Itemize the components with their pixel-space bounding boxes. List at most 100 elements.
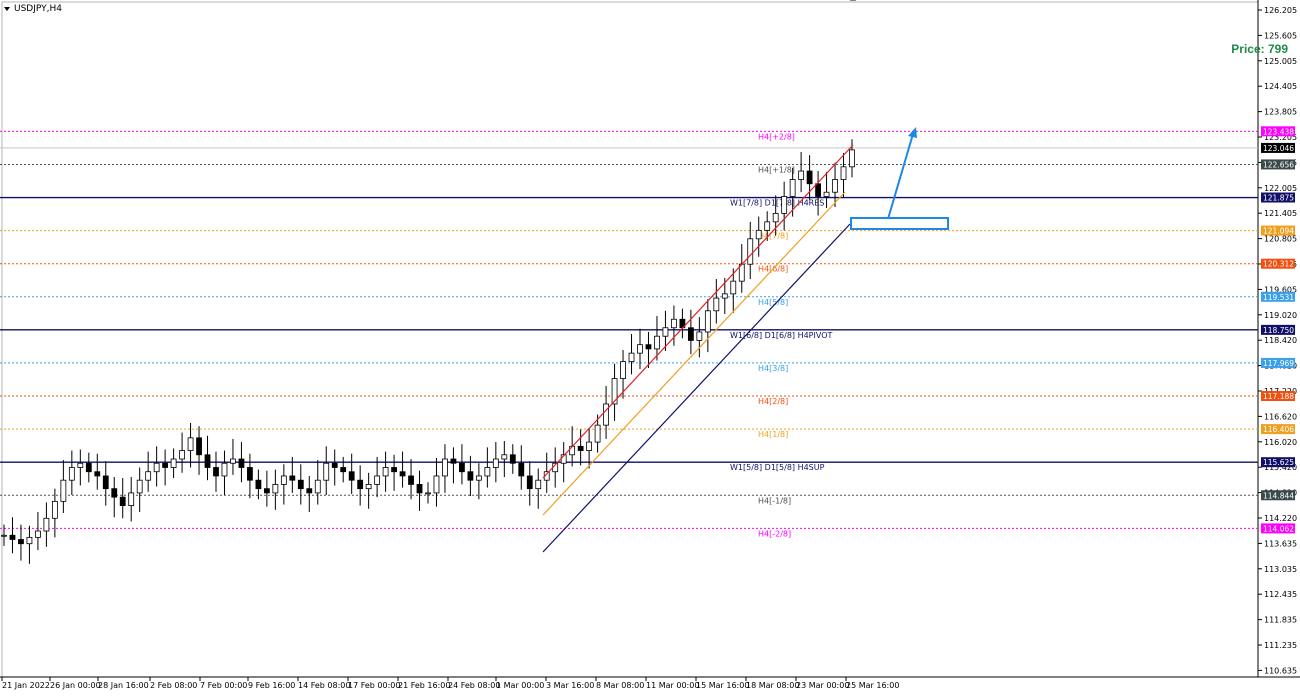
candle-body <box>713 297 720 312</box>
candle-body <box>637 344 643 354</box>
y-tick-label: 116.020 <box>1264 438 1297 447</box>
level-label: H4[-2/8] <box>758 529 791 538</box>
price-tag-bg <box>1261 142 1295 153</box>
candle-body <box>187 437 194 451</box>
candle-body <box>323 462 330 481</box>
candle-body <box>382 467 389 477</box>
candle-body <box>94 471 101 477</box>
price-tag-text: 118.750 <box>1263 326 1294 335</box>
y-tick-label: 112.435 <box>1264 590 1297 599</box>
candle-body <box>416 484 423 494</box>
candle-body <box>433 475 440 494</box>
x-tick-label: 11 Mar 00:00 <box>646 681 699 690</box>
candle-body <box>467 471 474 481</box>
candle-body <box>153 462 160 473</box>
level-label: H4[2/8] <box>758 397 788 406</box>
x-tick-label: 7 Feb 00:00 <box>200 681 247 690</box>
candle-body <box>781 196 788 214</box>
y-tick-label: 125.005 <box>1264 57 1297 66</box>
y-tick-label: 125.605 <box>1264 31 1297 40</box>
price-tag-bg <box>1261 391 1295 402</box>
y-tick-label: 121.405 <box>1264 209 1297 218</box>
candle-body <box>272 484 279 494</box>
candle-body <box>645 344 652 350</box>
candle-body <box>35 530 41 538</box>
candle-body <box>162 462 169 468</box>
x-tick-label: 14 Feb 08:00 <box>298 681 350 690</box>
price-tag-text: 122.656 <box>1263 160 1294 169</box>
candle-body <box>196 437 202 456</box>
x-tick-label: 26 Jan 00:00 <box>50 681 101 690</box>
price-tag-text: 114.062 <box>1263 524 1294 533</box>
y-tick-label: 122.005 <box>1264 184 1297 193</box>
candle-body <box>314 479 321 494</box>
candle-body <box>475 475 482 481</box>
candle-body <box>704 310 711 333</box>
x-tick-label: 28 Jan 16:00 <box>98 681 149 690</box>
x-tick-label: 9 Feb 16:00 <box>248 681 295 690</box>
y-tick-label: 124.405 <box>1264 82 1297 91</box>
channel-bottom-line[interactable] <box>542 223 851 553</box>
level-label: H4[7/8] <box>758 232 788 241</box>
level-label: H4[5/8] <box>758 298 788 307</box>
arrow-head-icon[interactable] <box>908 127 917 138</box>
candle-body <box>297 479 304 490</box>
price-tag-bg <box>1261 126 1295 137</box>
candle-body <box>611 378 618 405</box>
y-tick-label: 119.020 <box>1264 311 1297 320</box>
candle-body <box>662 327 669 337</box>
candle-body <box>306 488 313 494</box>
x-tick-label: 1 Mar 00:00 <box>496 681 544 690</box>
candle-body <box>43 517 50 532</box>
target-box[interactable] <box>850 217 949 230</box>
candle-body <box>60 479 67 502</box>
y-tick-label: 111.835 <box>1264 616 1297 625</box>
candle-body <box>577 445 584 451</box>
candle-body <box>348 471 355 481</box>
price-tag-text: 114.844 <box>1263 491 1294 500</box>
candle-body <box>798 170 805 180</box>
candle-body <box>501 454 508 460</box>
x-tick-label: 17 Feb 00:00 <box>348 681 400 690</box>
y-tick-label: 116.620 <box>1264 412 1297 421</box>
candle-body <box>365 484 372 490</box>
candle-body <box>425 492 431 495</box>
candle-body <box>230 458 236 464</box>
price-tag-bg <box>1261 523 1295 534</box>
candle-body <box>289 475 296 481</box>
level-label: W1[5/8] D1[5/8] H4SUP <box>730 463 825 472</box>
candle-body <box>586 441 593 451</box>
candle-body <box>331 462 338 468</box>
price-tag-bg <box>1261 490 1295 501</box>
candle-body <box>85 462 92 473</box>
x-tick-label: 21 Jan 2022 <box>2 681 50 690</box>
candle-body <box>526 475 533 490</box>
candle-body <box>26 536 33 545</box>
arrow-shaft[interactable] <box>887 133 914 220</box>
channel-top-line[interactable] <box>542 144 854 479</box>
price-tag-bg <box>1261 324 1295 335</box>
channel-mid-line[interactable] <box>542 191 846 516</box>
price-tag-bg <box>1261 457 1295 468</box>
x-tick-label: 25 Mar 16:00 <box>846 681 899 690</box>
x-tick-label: 18 Mar 08:00 <box>746 681 799 690</box>
candle-body <box>620 361 626 379</box>
level-label: W1[7/8] D1[7/8] H4RES <box>730 199 824 208</box>
x-tick-label: 23 Mar 00:00 <box>796 681 849 690</box>
candle-body <box>179 450 185 460</box>
price-tag-text: 117.188 <box>1263 392 1294 401</box>
candle-body <box>340 467 347 473</box>
candle-body <box>764 221 771 231</box>
candle-body <box>9 534 16 540</box>
candle-body <box>119 496 126 507</box>
candle-body <box>170 458 177 468</box>
price-tag-bg <box>1261 225 1295 236</box>
y-tick-label: 114.220 <box>1264 514 1297 523</box>
chart-menu-triangle-icon[interactable] <box>4 7 10 11</box>
candle-body <box>747 238 754 265</box>
y-tick-label: 123.805 <box>1264 108 1297 117</box>
candle-body <box>450 458 457 464</box>
candle-body <box>280 475 287 485</box>
